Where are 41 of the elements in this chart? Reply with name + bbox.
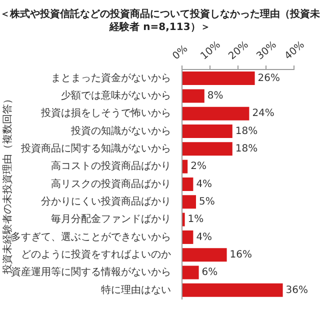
bar bbox=[182, 177, 194, 191]
y-tick-label: 毎月分配金ファンドばかり bbox=[51, 213, 171, 226]
data-label: 18% bbox=[235, 126, 258, 137]
y-tick-label: 分かりにくい投資商品ばかり bbox=[41, 195, 171, 208]
x-tick-label: 0% bbox=[170, 44, 190, 62]
data-label: 2% bbox=[190, 161, 206, 172]
y-tick-label: まとまった資金がないから bbox=[51, 72, 171, 84]
bar bbox=[182, 266, 199, 280]
data-label: 16% bbox=[230, 249, 252, 260]
data-label: 1% bbox=[188, 214, 204, 226]
chart-title: ＜株式や投資信託などの投資商品について投資しなかった理由（投資未経験者 n=8,113）＞ bbox=[0, 8, 320, 34]
y-tick-label: どのように投資をすればよいのか bbox=[21, 248, 171, 260]
bar bbox=[182, 283, 283, 297]
y-tick-label: 高コストの投資商品ばかり bbox=[51, 160, 171, 172]
bar bbox=[182, 142, 232, 156]
y-tick-label: 多すぎて、選ぶことができないから bbox=[11, 230, 171, 243]
y-tick-label: 投資は損をしそうで怖いから bbox=[40, 107, 171, 120]
data-label: 6% bbox=[202, 267, 218, 278]
y-tick-label: 特に理由はない bbox=[101, 284, 171, 296]
bar bbox=[182, 106, 250, 120]
data-label: 4% bbox=[196, 178, 212, 190]
bar bbox=[182, 195, 196, 209]
bar bbox=[182, 160, 188, 174]
bar bbox=[182, 124, 232, 138]
bar bbox=[182, 230, 194, 244]
bar bbox=[182, 248, 227, 262]
y-tick-label: 投資の知識がないから bbox=[70, 124, 171, 137]
data-label: 26% bbox=[258, 72, 280, 84]
y-tick-label: 資産運用等に関する情報がないから bbox=[11, 266, 171, 278]
data-label: 24% bbox=[252, 108, 274, 120]
data-label: 5% bbox=[199, 196, 215, 208]
data-label: 4% bbox=[196, 232, 212, 243]
bar bbox=[182, 89, 204, 103]
x-tick-label: 40% bbox=[282, 39, 307, 62]
data-label: 18% bbox=[235, 144, 258, 155]
y-tick-label: 高リスクの投資商品ばかり bbox=[51, 178, 171, 190]
y-tick-label: 投資商品に関する知識がないから bbox=[20, 142, 171, 155]
y-tick-label: 少額では意味がないから bbox=[61, 90, 171, 102]
data-label: 8% bbox=[207, 90, 224, 102]
bar bbox=[182, 72, 255, 86]
data-label: 36% bbox=[286, 284, 308, 296]
